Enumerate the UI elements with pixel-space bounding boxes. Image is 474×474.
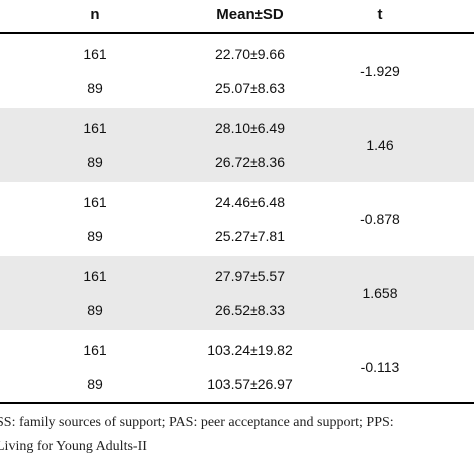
cell-mean-sd: 26.52±8.33 (215, 302, 285, 318)
table-row-group: 161 28.10±6.49 89 26.72±8.36 1.46 (0, 108, 474, 182)
cell-n: 89 (87, 80, 103, 96)
cell-t: -1.929 (360, 63, 400, 79)
table-row-group: 161 103.24±19.82 89 103.57±26.97 -0.113 (0, 330, 474, 402)
footnote-line-2: Living for Young Adults-II (0, 439, 147, 454)
header-mean-sd: Mean±SD (216, 6, 284, 23)
cell-n: 161 (83, 120, 107, 136)
cell-mean-sd: 25.27±7.81 (215, 228, 285, 244)
cell-mean-sd: 27.97±5.57 (215, 268, 285, 284)
cell-n: 161 (83, 46, 107, 62)
footnote-line-1: SS: family sources of support; PAS: peer… (0, 415, 394, 430)
table-row-group: 161 22.70±9.66 89 25.07±8.63 -1.929 (0, 34, 474, 108)
cell-n: 89 (87, 228, 103, 244)
header-rule (0, 32, 474, 34)
cell-mean-sd: 28.10±6.49 (215, 120, 285, 136)
cell-n: 161 (83, 268, 107, 284)
cell-n: 161 (83, 194, 107, 210)
cell-n: 89 (87, 154, 103, 170)
header-t: t (377, 6, 383, 23)
cell-mean-sd: 26.72±8.36 (215, 154, 285, 170)
cell-mean-sd: 22.70±9.66 (215, 46, 285, 62)
table-header: n Mean±SD t (0, 0, 474, 32)
cell-mean-sd: 103.57±26.97 (207, 376, 293, 392)
cell-t: -0.113 (360, 359, 400, 375)
cell-mean-sd: 25.07±8.63 (215, 80, 285, 96)
cell-t: -0.878 (360, 211, 400, 227)
cell-mean-sd: 24.46±6.48 (215, 194, 285, 210)
table-row-group: 161 24.46±6.48 89 25.27±7.81 -0.878 (0, 182, 474, 256)
cell-n: 89 (87, 302, 103, 318)
table-row-group: 161 27.97±5.57 89 26.52±8.33 1.658 (0, 256, 474, 330)
cell-t: 1.46 (366, 137, 394, 153)
cell-t: 1.658 (362, 285, 398, 301)
header-n: n (90, 6, 100, 23)
cell-n: 89 (87, 376, 103, 392)
cell-mean-sd: 103.24±19.82 (207, 342, 293, 358)
bottom-rule (0, 402, 474, 404)
cell-n: 161 (83, 342, 107, 358)
